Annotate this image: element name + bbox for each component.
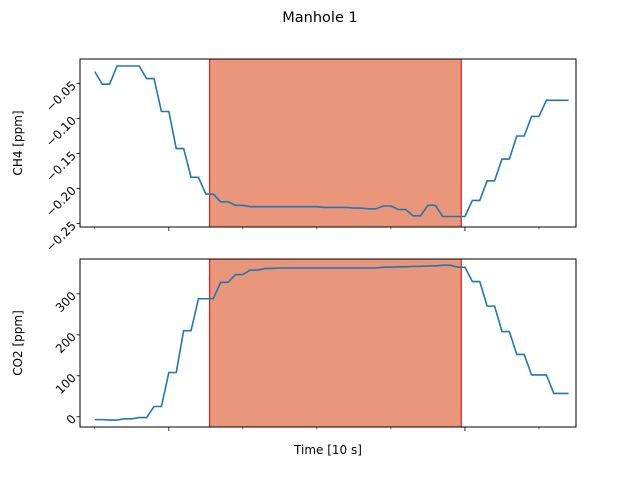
- ch4-series-line: [94, 65, 569, 218]
- ch4-highlight-span: [208, 59, 462, 227]
- co2-y-tick-label: 200: [53, 330, 79, 356]
- co2-span-fill: [209, 259, 462, 427]
- ch4-y-tick-label: −0.10: [43, 114, 79, 150]
- co2-series-line: [94, 264, 569, 421]
- ch4-y-tick-label: −0.20: [43, 184, 79, 220]
- ch4-y-axis-label: CH4 [ppm]: [11, 110, 25, 175]
- co2-y-tick-label: 100: [53, 371, 79, 397]
- ch4-panel: −0.05−0.10−0.15−0.20−0.25 CH4 [ppm]: [11, 58, 577, 255]
- ch4-y-tick-label: −0.25: [43, 219, 79, 255]
- co2-panel: 0 100 200 300 CO2 [ppm]: [11, 258, 577, 431]
- co2-y-axis-label: CO2 [ppm]: [11, 310, 25, 376]
- co2-y-tick-label: 0: [64, 412, 79, 427]
- ch4-y-tick-label: −0.15: [43, 149, 79, 185]
- ch4-plot-frame: [79, 58, 577, 228]
- figure-title: Manhole 1: [282, 10, 357, 26]
- co2-highlight-span: [208, 259, 462, 427]
- ch4-span-fill: [209, 59, 462, 227]
- x-axis-label: Time [10 s]: [293, 443, 362, 457]
- co2-plot-frame: [79, 258, 577, 428]
- ch4-y-tick-label: −0.05: [43, 79, 79, 115]
- co2-y-tick-label: 300: [53, 289, 79, 315]
